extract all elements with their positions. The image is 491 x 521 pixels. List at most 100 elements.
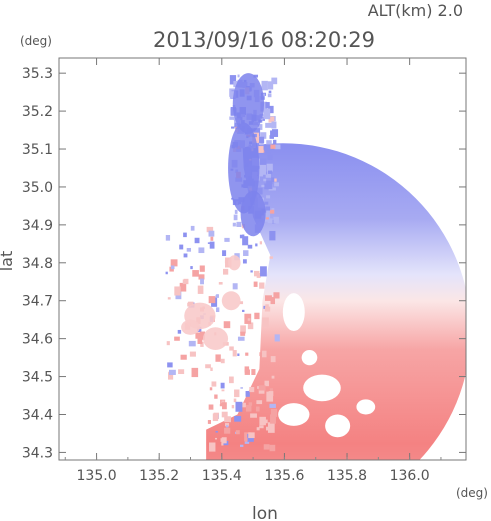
echo-cell — [261, 80, 268, 91]
echo-cell — [207, 420, 212, 424]
echo-cell — [177, 329, 182, 334]
echo-blob — [181, 319, 200, 335]
echo-cell — [254, 312, 260, 320]
echo-cell — [244, 366, 250, 373]
echo-cell — [243, 250, 249, 256]
echo-cell — [239, 234, 243, 239]
plot-frame — [58, 57, 467, 461]
echo-cell — [245, 352, 249, 356]
x-tick-label: 135.8 — [327, 468, 367, 484]
echo-cell — [218, 282, 223, 285]
echo-cell — [224, 237, 230, 242]
echo-cell — [270, 130, 276, 137]
echo-gap — [356, 399, 376, 415]
echo-cell — [224, 416, 231, 423]
echo-cell — [166, 341, 170, 346]
echo-cell — [264, 201, 269, 205]
echo-cell — [264, 419, 268, 424]
echo-cell — [266, 391, 274, 402]
echo-cell — [260, 266, 267, 277]
echo-cell — [234, 415, 242, 422]
echo-cell — [256, 187, 263, 195]
y-tick-label: 34.4 — [22, 407, 53, 423]
y-tick-label: 34.9 — [22, 218, 53, 234]
echo-cell — [229, 376, 234, 384]
echo-cell — [208, 230, 215, 237]
echo-cell — [258, 146, 264, 153]
echo-cell — [266, 195, 271, 199]
echo-cell — [257, 124, 263, 130]
echo-cell — [187, 302, 192, 307]
echo-cell — [221, 400, 225, 404]
echo-cell — [255, 406, 260, 412]
echo-cell — [240, 444, 244, 447]
chart-title: 2013/09/16 08:20:29 — [153, 28, 375, 52]
echo-cell — [240, 325, 246, 334]
echo-cell — [263, 178, 267, 182]
echo-cell — [273, 216, 279, 224]
echo-main-body — [206, 143, 466, 460]
echo-cell — [208, 296, 216, 304]
echo-cell — [208, 404, 214, 410]
echo-cell — [180, 354, 187, 360]
echo-cell — [269, 444, 276, 452]
echo-cell — [244, 437, 248, 442]
echo-cell — [251, 369, 256, 376]
echo-cell — [265, 217, 269, 220]
echo-cell — [198, 274, 205, 280]
echo-cell — [267, 154, 273, 160]
echo-cell — [182, 279, 187, 285]
echo-cell — [240, 331, 246, 336]
echo-cell — [258, 385, 266, 391]
y-unit-label: (deg) — [20, 34, 52, 48]
echo-cell — [237, 336, 245, 341]
echo-cell — [266, 123, 271, 128]
echo-cell — [195, 332, 201, 339]
echo-cell — [233, 398, 237, 403]
echo-cell — [199, 331, 206, 340]
echo-cell — [253, 281, 258, 287]
echo-cell — [270, 414, 276, 424]
echo-cell — [259, 158, 267, 170]
y-tick-label: 34.6 — [22, 332, 53, 348]
echo-cell — [273, 139, 277, 144]
echo-blob-blue — [228, 122, 260, 214]
echo-cell — [263, 305, 266, 309]
velocity-disc — [206, 143, 466, 460]
echo-cell — [269, 230, 276, 241]
echo-cell — [200, 278, 204, 285]
echo-cell — [274, 144, 281, 150]
echo-cell — [259, 282, 265, 289]
echo-cell — [221, 411, 228, 418]
echo-cell — [207, 242, 211, 244]
echo-cell — [190, 266, 193, 270]
echo-cell — [220, 438, 223, 442]
echo-cell — [265, 102, 270, 109]
echo-cell — [262, 350, 267, 358]
y-tick-label: 35.1 — [22, 142, 53, 158]
echo-cell — [240, 402, 246, 408]
echo-cell — [268, 170, 273, 174]
y-tick-label: 34.5 — [22, 370, 53, 386]
echo-cell — [231, 126, 235, 129]
echo-cell — [261, 184, 265, 188]
echo-cell — [269, 209, 275, 214]
echo-cell — [264, 380, 269, 387]
echo-cell — [198, 247, 205, 254]
echo-cell — [265, 206, 271, 211]
echo-cell — [170, 265, 175, 270]
echo-cell — [222, 402, 227, 410]
echo-cell — [233, 214, 238, 221]
echo-cell — [191, 371, 195, 374]
echo-cell — [269, 388, 273, 392]
echo-cell — [199, 265, 205, 272]
echo-cell — [223, 268, 229, 275]
y-tick-label: 34.3 — [22, 445, 53, 461]
echo-cell — [223, 321, 231, 329]
echo-cell — [247, 244, 253, 249]
echo-cell — [245, 390, 250, 397]
y-tick-label: 34.8 — [22, 256, 53, 272]
echo-cell — [197, 336, 203, 344]
echo-cell — [245, 404, 252, 412]
